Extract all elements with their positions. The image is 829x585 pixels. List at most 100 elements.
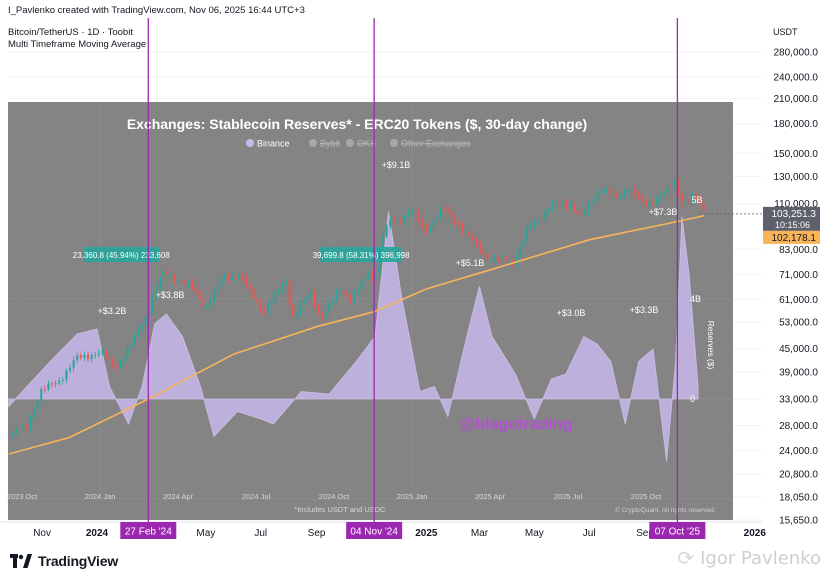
price-tick-label: 24,000.0	[779, 446, 818, 457]
price-tick-label: 18,050.0	[779, 492, 818, 503]
time-tick-label: 2026	[744, 528, 767, 539]
candle-body	[277, 290, 280, 292]
legend-label[interactable]: Binance	[257, 139, 290, 149]
candle-body	[468, 231, 471, 237]
time-tick-label: Sep	[636, 528, 654, 539]
candle-body	[36, 401, 39, 410]
reserves-xtick: 2023 Oct	[7, 492, 38, 501]
candle-body	[587, 203, 590, 213]
candle-body	[598, 191, 601, 197]
candle-body	[252, 288, 255, 299]
candle-body	[472, 236, 475, 241]
candle-body	[310, 292, 313, 296]
candle-body	[292, 305, 295, 317]
legend-label[interactable]: Other Exchanges	[401, 139, 471, 149]
candle-body	[115, 366, 118, 369]
candle-body	[105, 350, 107, 358]
candle-body	[123, 357, 125, 362]
legend-swatch[interactable]	[390, 139, 398, 147]
candle-body	[202, 298, 205, 306]
candle-body	[634, 188, 637, 195]
candle-body	[87, 354, 89, 360]
candle-body	[407, 213, 410, 217]
price-tick-label: 45,000.0	[779, 344, 818, 355]
candle-body	[108, 357, 111, 359]
source-watermark: © CryptoQuant. All rights reserved.	[615, 506, 716, 514]
symbol-title: Bitcoin/TetherUS · 1D · Toobit	[8, 27, 133, 38]
candle-body	[25, 425, 28, 429]
reserves-xtick: 2025 Oct	[631, 492, 662, 501]
candle-body	[569, 204, 572, 208]
candle-body	[40, 389, 43, 402]
candle-body	[450, 210, 453, 217]
reserve-change-label: +$9.1B	[382, 160, 411, 170]
tradingview-logo[interactable]: TradingView	[10, 553, 118, 569]
candle-body	[558, 201, 561, 204]
candle-body	[547, 210, 550, 212]
measurement-labels: 23,360.8 (45.94%) 233,608 39,699.8 (58.31…	[73, 247, 410, 262]
legend-label[interactable]: Bybit	[320, 139, 341, 149]
price-axis-unit: USDT	[773, 27, 798, 37]
legend-swatch[interactable]	[346, 139, 354, 147]
candle-body	[187, 282, 190, 284]
candle-body	[263, 309, 266, 314]
candle-body	[274, 291, 277, 302]
candle-body	[536, 219, 539, 223]
legend-label[interactable]: OKX	[357, 139, 376, 149]
candle-body	[72, 360, 75, 368]
candle-body	[497, 257, 500, 260]
candle-body	[133, 335, 136, 345]
legend-swatch[interactable]	[246, 139, 254, 147]
candle-body	[342, 290, 345, 293]
candle-body	[698, 197, 701, 203]
price-tick-label: 130,000.0	[774, 172, 819, 183]
time-tick-label: 2025	[415, 528, 438, 539]
date-marker-badge	[649, 522, 706, 539]
candle-body	[324, 310, 327, 320]
candle-body	[583, 212, 586, 216]
reserve-annotations: +$3.2B +$3.8B +$9.1B +$5.1B +$3.0B +$3.3B +$7.…	[98, 160, 703, 318]
candle-body	[572, 204, 575, 212]
reserves-xtick: 2025 Jan	[397, 492, 428, 501]
candle-body	[673, 181, 676, 187]
ma-value-badge	[763, 230, 820, 244]
candle-body	[619, 196, 622, 198]
candle-body	[623, 191, 626, 197]
candle-body	[119, 361, 122, 369]
reserves-ylabel: Reserves ($)	[706, 321, 716, 370]
candle-body	[446, 208, 449, 211]
candle-body	[220, 278, 223, 286]
candle-body	[490, 258, 493, 261]
price-tick-label: 53,000.0	[779, 318, 818, 329]
candle-body	[331, 299, 334, 303]
candle-body	[580, 214, 583, 216]
candle-body	[436, 217, 439, 221]
chart-credit: I_Pavlenko created with TradingView.com,…	[8, 5, 305, 16]
date-markers: 27 Feb '24 04 Nov '24 07 Oct '25	[120, 18, 706, 539]
legend-swatch[interactable]	[309, 139, 317, 147]
candle-body	[684, 201, 687, 205]
candle-body	[94, 354, 97, 356]
candle-body	[659, 195, 662, 199]
candle-body	[479, 244, 482, 253]
reserves-xtick: 2024 Oct	[319, 492, 350, 501]
candle-body	[544, 211, 547, 220]
measurement-box	[320, 247, 403, 262]
reserve-change-label: 5B	[691, 195, 702, 205]
candle-body	[702, 202, 705, 211]
reserves-footnote: *Includes USDT and USDC	[294, 505, 386, 514]
candle-body	[562, 201, 565, 204]
reserves-xtick: 2025 Apr	[475, 492, 506, 501]
reserve-change-label: +$3.8B	[156, 290, 185, 300]
candle-body	[288, 280, 291, 306]
reserve-change-label: +$7.3B	[649, 207, 678, 217]
candle-body	[216, 285, 219, 290]
price-tick-label: 110,000.0	[774, 199, 818, 210]
candle-body	[177, 280, 179, 281]
reserves-xtick: 2024 Jan	[85, 492, 116, 501]
candle-body	[47, 383, 50, 390]
candle-body	[54, 383, 57, 385]
price-axis-bg	[762, 18, 829, 528]
candle-body	[464, 231, 467, 233]
